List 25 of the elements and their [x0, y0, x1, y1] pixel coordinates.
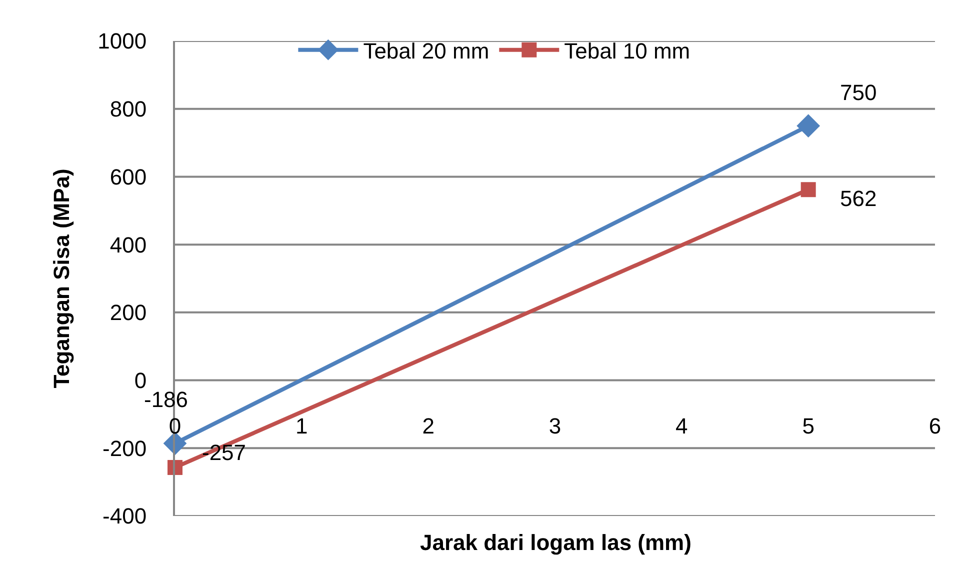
- point: [796, 114, 820, 138]
- y-tick-label: 0: [134, 368, 147, 393]
- point: [800, 182, 816, 198]
- y-tick-label: 600: [110, 164, 147, 190]
- legend-label: Tebal 20 mm: [363, 38, 490, 64]
- x-tick-label: 3: [548, 413, 562, 438]
- x-axis-title: Jarak dari logam las (mm): [420, 530, 692, 555]
- legend-label: Tebal 10 mm: [564, 38, 690, 64]
- x-tick-label: 1: [296, 413, 308, 438]
- y-tick-label: 800: [110, 96, 147, 122]
- y-tick-label: 1000: [98, 28, 147, 54]
- data-label: -186: [144, 387, 188, 412]
- y-tick-label: 200: [110, 300, 147, 326]
- x-tick-label: 0: [168, 413, 182, 438]
- y-axis-title: Tegangan Sisa (MPa): [48, 168, 74, 388]
- data-label: -257: [202, 440, 246, 465]
- y-tick-label: -400: [102, 504, 147, 529]
- x-tick-label: 2: [422, 413, 434, 438]
- data-label: 562: [840, 186, 877, 211]
- x-tick-label: 5: [802, 413, 814, 438]
- y-tick-label: -200: [102, 436, 147, 461]
- y-tick-label: 400: [110, 232, 147, 258]
- x-tick-label: 6: [928, 413, 942, 438]
- x-tick-label: 4: [676, 413, 688, 438]
- data-label: 750: [840, 80, 877, 105]
